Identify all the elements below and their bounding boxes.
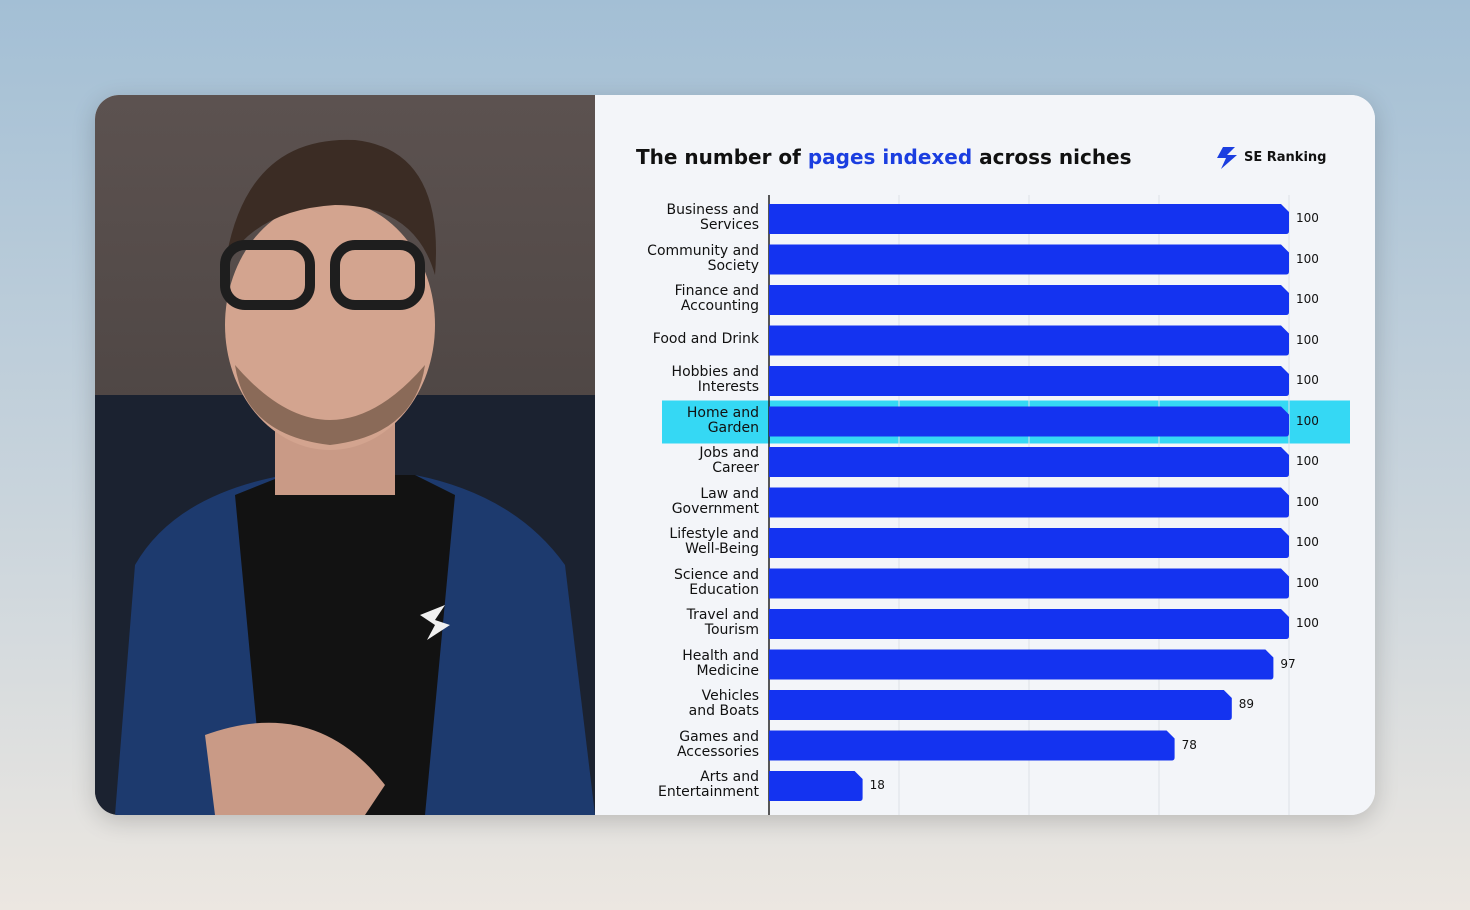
value-label: 18 (869, 778, 885, 792)
bar (769, 528, 1289, 558)
category-label: Finance and Accounting (674, 283, 759, 314)
value-label: 100 (1296, 292, 1319, 306)
value-label: 100 (1296, 211, 1319, 225)
bar (769, 366, 1289, 396)
value-label: 100 (1296, 535, 1319, 549)
category-label: Home and Garden (686, 404, 759, 436)
category-label: Health and Medicine (682, 647, 759, 679)
value-label: 100 (1296, 413, 1319, 428)
chart-title: The number of pages indexed across niche… (636, 145, 1132, 169)
chart-panel: The number of pages indexed across niche… (595, 95, 1375, 815)
bar (769, 730, 1175, 761)
brand-icon (1217, 147, 1237, 169)
value-label: 100 (1296, 616, 1319, 630)
category-label: Community and Society (647, 242, 759, 274)
bar (769, 649, 1274, 680)
bar (769, 609, 1289, 639)
presenter-photo (95, 95, 595, 815)
value-label: 100 (1296, 251, 1319, 266)
bar (769, 690, 1232, 720)
brand-name: SE Ranking (1244, 149, 1327, 165)
bar (769, 771, 863, 801)
value-label: 78 (1181, 737, 1197, 752)
bar (769, 244, 1289, 275)
category-label: Lifestyle and Well-Being (669, 526, 759, 557)
bar (769, 406, 1289, 437)
value-label: 100 (1296, 332, 1319, 347)
bar (769, 568, 1289, 599)
value-label: 100 (1296, 373, 1319, 387)
bar (769, 325, 1289, 356)
category-label: Science and Education (673, 566, 759, 598)
category-label: Arts and Entertainment (657, 769, 759, 800)
title-part: The number of (636, 145, 801, 169)
category-label: Food and Drink (652, 331, 759, 347)
brand-logo: SE Ranking (1215, 145, 1326, 169)
category-label: Games and Accessories (676, 728, 759, 760)
category-label: Business and Services (666, 202, 759, 233)
category-label: Travel and Tourism (686, 607, 759, 638)
category-label: Hobbies and Interests (671, 364, 759, 395)
value-label: 100 (1296, 454, 1319, 468)
value-label: 100 (1296, 494, 1319, 509)
category-label: Vehicles and Boats (688, 688, 759, 719)
category-label: Law and Government (671, 485, 759, 517)
bar (769, 285, 1289, 315)
title-highlight: pages indexed (807, 145, 973, 169)
bar-chart (662, 195, 1350, 815)
category-label: Jobs and Career (699, 445, 759, 476)
value-label: 89 (1238, 697, 1255, 711)
bar (769, 447, 1289, 477)
bar (769, 487, 1289, 518)
value-label: 100 (1296, 575, 1319, 590)
bar (769, 204, 1289, 234)
video-frame: The number of pages indexed across niche… (95, 95, 1375, 815)
value-label: 97 (1280, 656, 1296, 671)
title-part: across niches (979, 145, 1132, 169)
